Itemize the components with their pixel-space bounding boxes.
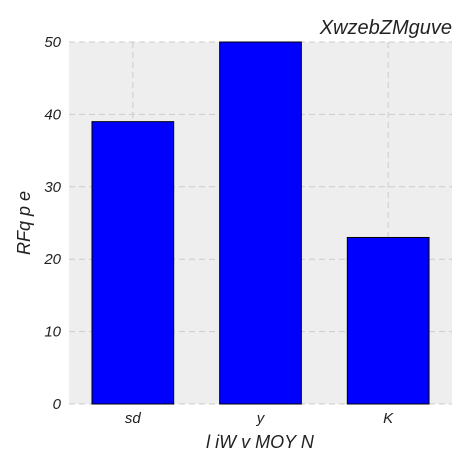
bar-sd [91,121,175,405]
chart-title: XwzebZMguve [319,17,452,39]
y-tick-label: 40 [44,106,61,123]
bar-K [346,236,430,405]
y-tick-label: 50 [44,34,61,51]
y-tick-label: 10 [44,324,61,341]
x-axis-label: l iW v MOY N [206,432,315,452]
bars [91,41,430,405]
x-tick-label: K [383,410,394,427]
x-tick-label: sd [125,410,142,427]
y-tick-labels: 0 10 20 30 40 50 [43,34,61,413]
x-tick-label: y [256,410,266,427]
y-tick-label: 30 [44,179,61,196]
x-tick-labels: sd y K [125,410,394,427]
y-axis-label: RFq p e [14,191,34,255]
y-tick-label: 20 [43,251,61,268]
bar-y [219,41,302,405]
y-tick-label: 0 [53,396,62,413]
